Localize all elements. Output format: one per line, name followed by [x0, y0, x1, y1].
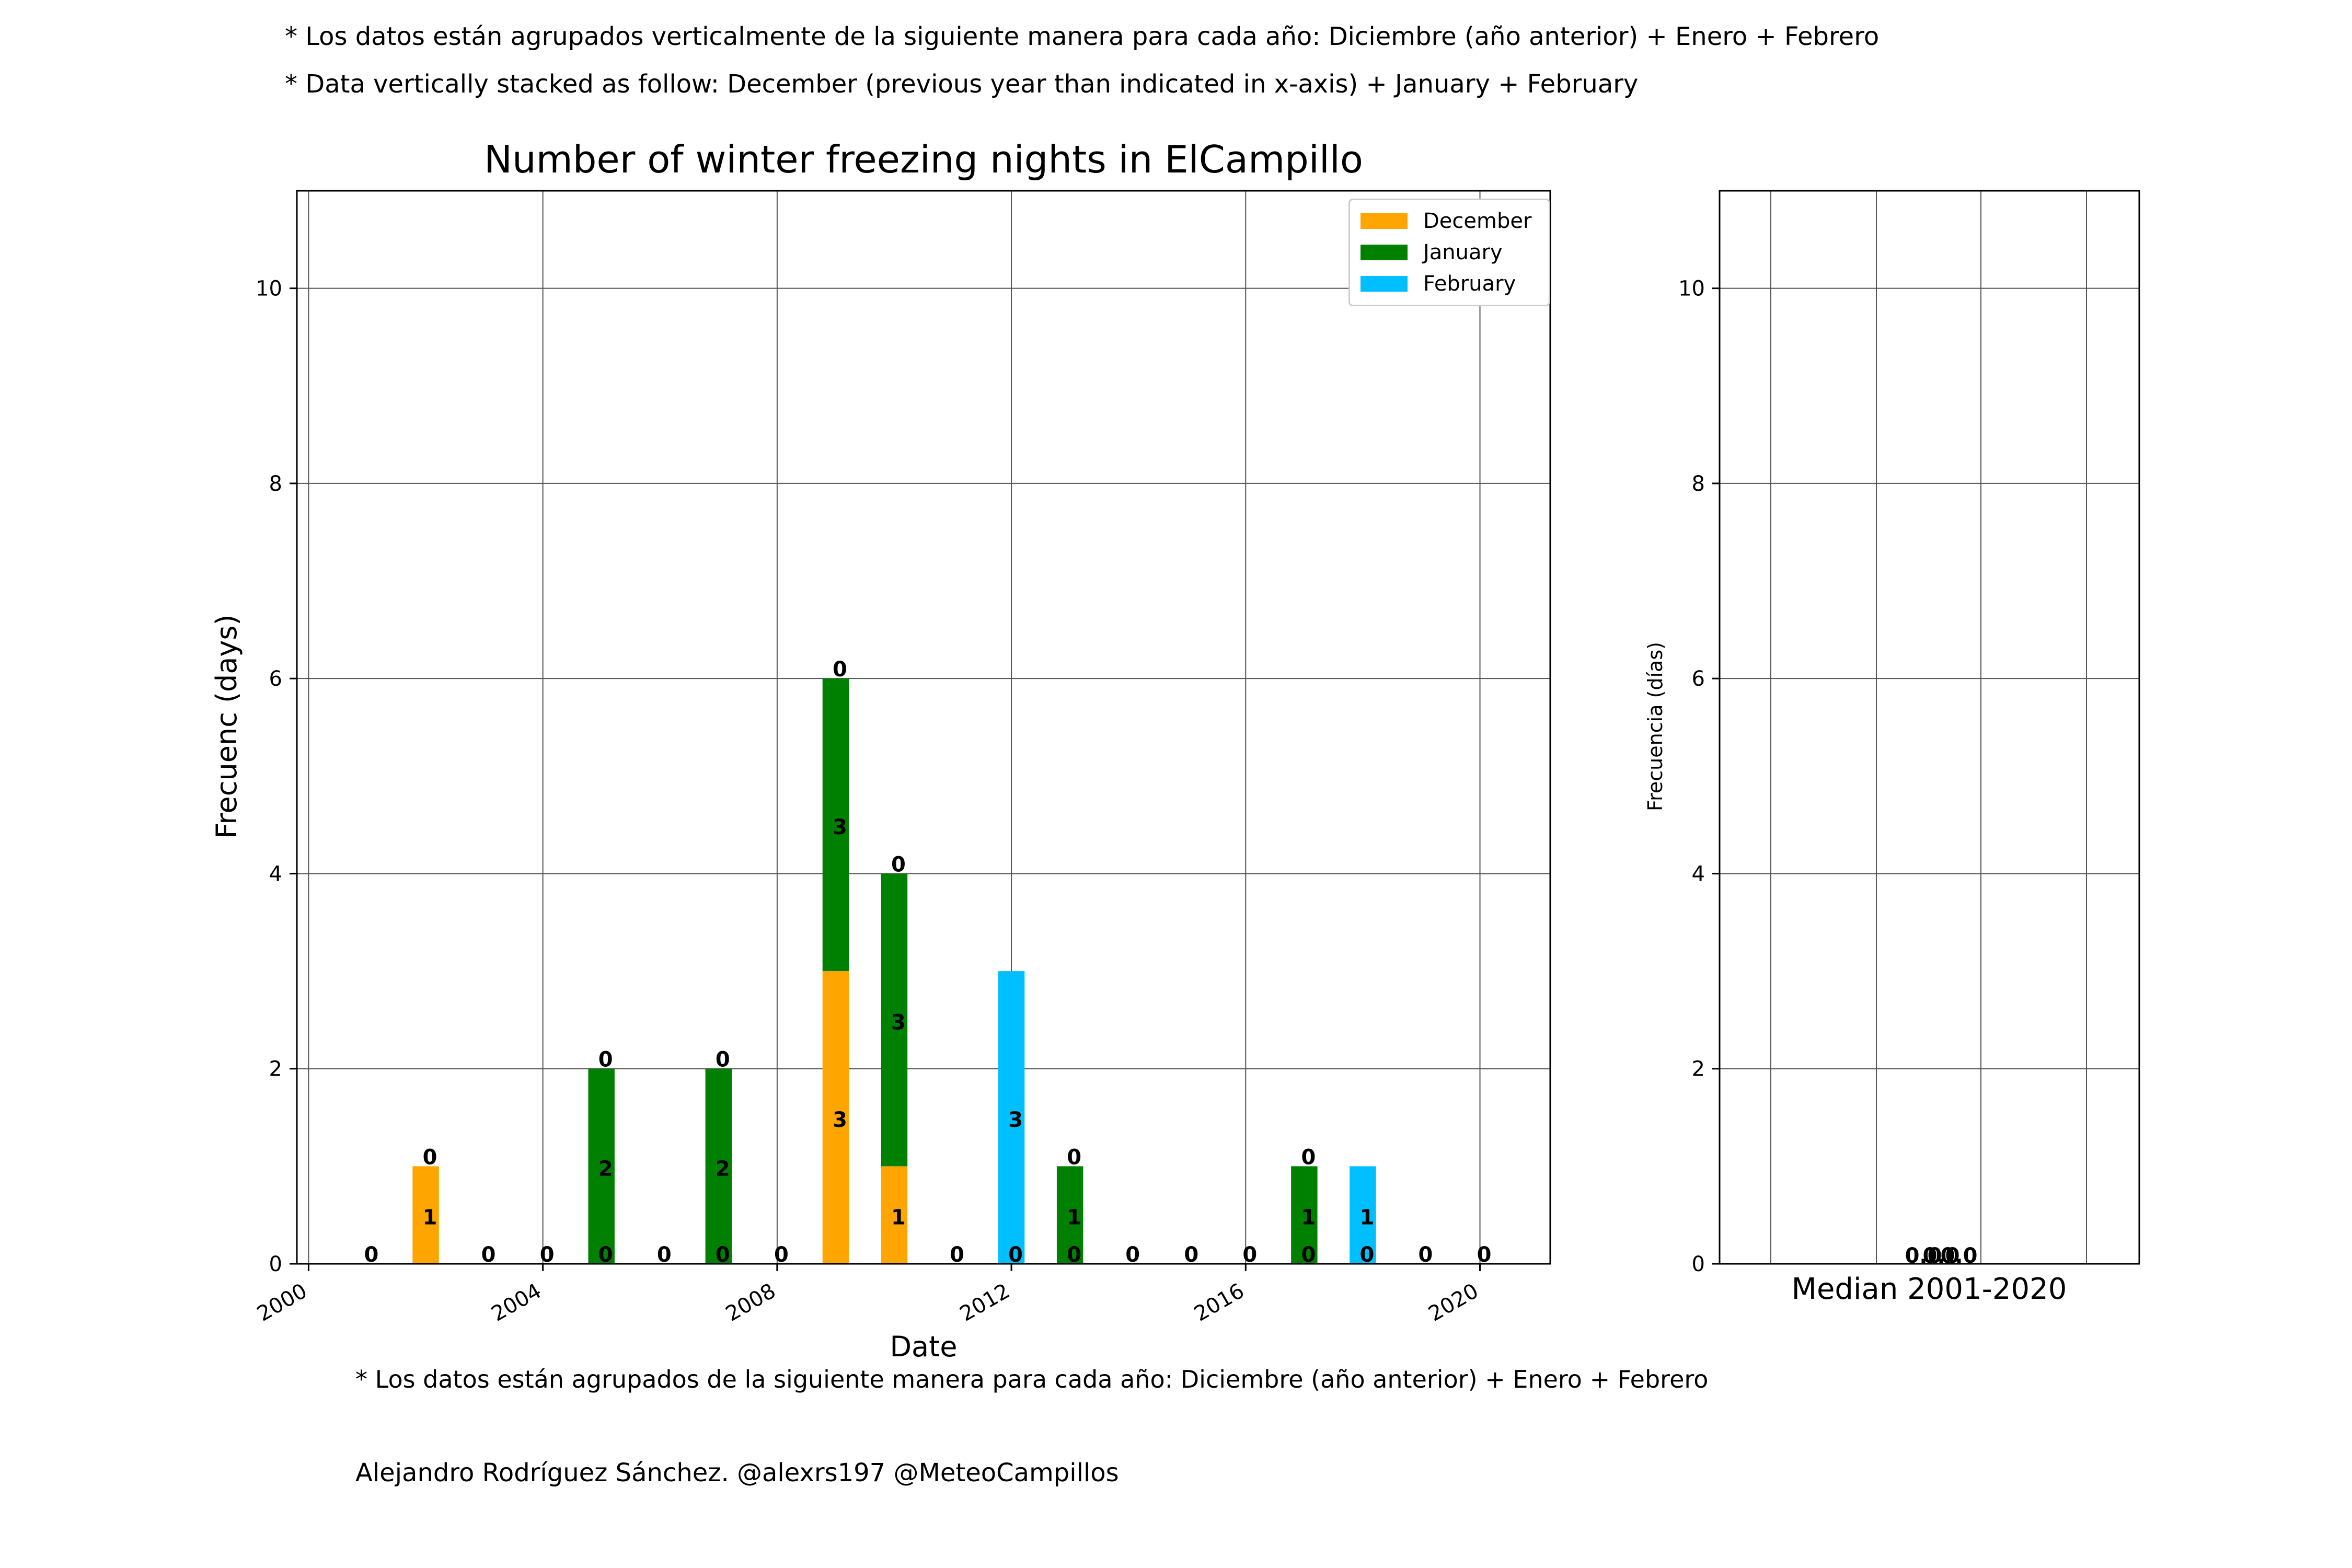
- bar-value-label: 3: [891, 1010, 906, 1034]
- bar-value-label: 0: [423, 1145, 437, 1169]
- main-x-axis-label: Date: [890, 1330, 957, 1363]
- bar-value-label: 0: [598, 1243, 613, 1267]
- bar-value-label: 0: [1125, 1243, 1140, 1267]
- bar-december-2002: [412, 1166, 439, 1264]
- bar-value-label: 0: [774, 1243, 789, 1267]
- bar-december-2009: [822, 971, 849, 1264]
- bar-value-label: 1: [1359, 1206, 1374, 1230]
- legend-label-february: February: [1423, 272, 1516, 296]
- legend-swatch-january: [1361, 245, 1408, 260]
- main-grid: [297, 191, 1550, 1264]
- bar-value-label: 0: [1008, 1243, 1023, 1267]
- main-chart-title: Number of winter freezing nights in ElCa…: [484, 137, 1363, 181]
- bar-value-label: 0: [1359, 1243, 1374, 1267]
- bar-value-label: 0: [1184, 1243, 1198, 1267]
- bar-value-label: 0: [657, 1243, 672, 1267]
- bar-value-label: 0: [1242, 1243, 1257, 1267]
- median-plot-frame: [1719, 190, 2140, 1265]
- legend-item-february: February: [1361, 271, 1516, 297]
- median-y-axis: 0 2 4 6 8 10: [1678, 277, 1720, 1276]
- bar-value-label: 1: [891, 1206, 906, 1230]
- bar-january-2009: [822, 678, 849, 972]
- y-tick-label: 4: [269, 862, 282, 886]
- legend: December January February: [1348, 199, 1550, 306]
- y-tick-label: 8: [1692, 472, 1705, 496]
- y-tick-label: 2: [1692, 1057, 1705, 1081]
- x-tick-label: 2020: [1424, 1279, 1482, 1327]
- legend-swatch-february: [1361, 276, 1408, 292]
- bar-value-label: 0: [716, 1243, 730, 1267]
- credit-line: Alejandro Rodríguez Sánchez. @alexrs197 …: [355, 1458, 1119, 1488]
- legend-item-january: January: [1361, 239, 1503, 266]
- median-x-axis-label: Median 2001-2020: [1792, 1272, 2067, 1306]
- bar-january-2017: [1291, 1166, 1318, 1264]
- y-tick-label: 10: [256, 277, 282, 301]
- bar-value-label: 0: [540, 1243, 555, 1267]
- note-top-es: * Los datos están agrupados verticalment…: [285, 22, 1880, 51]
- bar-value-label: 0: [1419, 1243, 1433, 1267]
- bar-value-label: 3: [833, 815, 847, 839]
- main-y-axis: 0 2 4 6 8 10: [256, 277, 297, 1276]
- bar-january-2010: [881, 873, 908, 1167]
- bar-december-2010: [881, 1166, 908, 1264]
- legend-label-december: December: [1423, 209, 1532, 233]
- bar-value-label: 2: [716, 1157, 730, 1181]
- x-tick-label: 2012: [956, 1279, 1014, 1327]
- x-tick-label: 2008: [722, 1279, 780, 1327]
- bar-february-2018: [1350, 1166, 1376, 1264]
- bar-value-label: 0: [950, 1243, 964, 1267]
- main-y-axis-label: Frecuenc (days): [210, 614, 243, 838]
- main-x-axis: 2000 2004 2008 2012 2016 2020: [253, 1264, 1483, 1327]
- main-bars: [412, 678, 1376, 1264]
- y-tick-label: 4: [1692, 862, 1705, 886]
- y-tick-label: 8: [269, 472, 282, 496]
- y-tick-label: 6: [1692, 667, 1705, 691]
- note-top-en: * Data vertically stacked as follow: Dec…: [285, 70, 1639, 99]
- y-tick-label: 0: [269, 1252, 282, 1276]
- x-tick-label: 2000: [253, 1279, 311, 1327]
- main-data-labels: 0 1 0 0 0 0 2 0 0 0 2 0 0 3 3 0 1 3 0 0 0 3 0 1 0 0 0 0 0 1 0 0 1 0 0: [364, 658, 1492, 1267]
- bar-value-label: 0: [364, 1243, 379, 1267]
- y-tick-label: 0: [1692, 1252, 1705, 1276]
- bar-value-label: 0: [891, 852, 906, 877]
- bar-value-label: 0: [481, 1243, 496, 1267]
- bar-value-label: 0: [1301, 1243, 1316, 1267]
- y-tick-label: 6: [269, 667, 282, 691]
- bar-value-label: 3: [833, 1108, 847, 1132]
- bar-value-label: 0: [1301, 1145, 1316, 1169]
- bar-value-label: 0: [1067, 1145, 1081, 1169]
- bar-january-2005: [588, 1068, 615, 1264]
- y-tick-label: 2: [269, 1057, 282, 1081]
- legend-item-december: December: [1361, 208, 1531, 234]
- legend-swatch-december: [1361, 213, 1408, 229]
- main-plot-frame: [296, 190, 1551, 1265]
- note-bottom-es: * Los datos están agrupados de la siguie…: [355, 1365, 1709, 1393]
- bar-january-2007: [705, 1068, 732, 1264]
- bar-february-2012: [998, 971, 1025, 1264]
- x-tick-label: 2004: [487, 1279, 545, 1327]
- bar-value-label: 1: [1301, 1206, 1316, 1230]
- bar-value-label: 3: [1008, 1108, 1023, 1132]
- bar-value-label: 1: [1067, 1206, 1081, 1230]
- median-y-axis-label: Frecuencia (días): [1644, 642, 1667, 811]
- bar-value-label: 0: [1477, 1243, 1492, 1267]
- bar-value-label: 2: [598, 1157, 613, 1181]
- bar-value-label: 0: [598, 1048, 613, 1072]
- median-grid: [1720, 191, 2139, 1264]
- bar-value-label: 1: [423, 1206, 437, 1230]
- x-tick-label: 2016: [1190, 1279, 1248, 1327]
- bar-value-label: 0: [716, 1048, 730, 1072]
- bar-january-2013: [1056, 1166, 1083, 1264]
- y-tick-label: 10: [1678, 277, 1705, 301]
- bar-value-label: 0: [1067, 1243, 1081, 1267]
- bar-value-label: 0: [833, 658, 847, 682]
- legend-label-january: January: [1423, 240, 1503, 264]
